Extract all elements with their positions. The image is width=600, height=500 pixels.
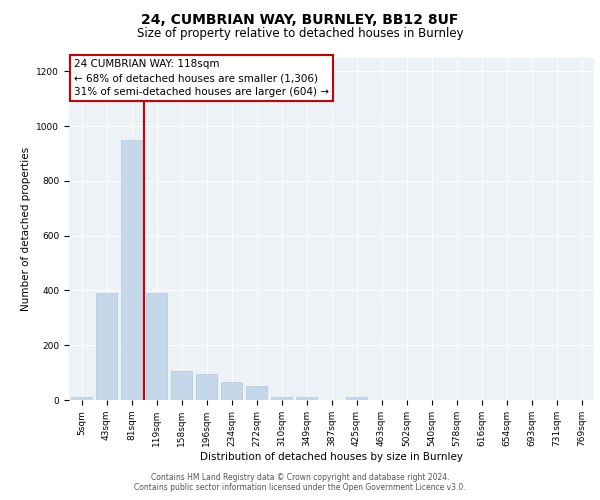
Bar — [196, 374, 217, 400]
X-axis label: Distribution of detached houses by size in Burnley: Distribution of detached houses by size … — [200, 452, 463, 462]
Bar — [221, 382, 242, 400]
Y-axis label: Number of detached properties: Number of detached properties — [21, 146, 31, 311]
Bar — [146, 293, 167, 400]
Text: 24, CUMBRIAN WAY, BURNLEY, BB12 8UF: 24, CUMBRIAN WAY, BURNLEY, BB12 8UF — [142, 12, 458, 26]
Bar — [121, 140, 142, 400]
Bar — [71, 398, 92, 400]
Bar — [271, 398, 292, 400]
Text: Contains HM Land Registry data © Crown copyright and database right 2024.
Contai: Contains HM Land Registry data © Crown c… — [134, 473, 466, 492]
Bar — [246, 386, 267, 400]
Bar — [346, 398, 367, 400]
Text: 24 CUMBRIAN WAY: 118sqm
← 68% of detached houses are smaller (1,306)
31% of semi: 24 CUMBRIAN WAY: 118sqm ← 68% of detache… — [74, 59, 329, 97]
Bar — [96, 293, 117, 400]
Text: Size of property relative to detached houses in Burnley: Size of property relative to detached ho… — [137, 28, 463, 40]
Bar — [296, 398, 317, 400]
Bar — [171, 371, 192, 400]
